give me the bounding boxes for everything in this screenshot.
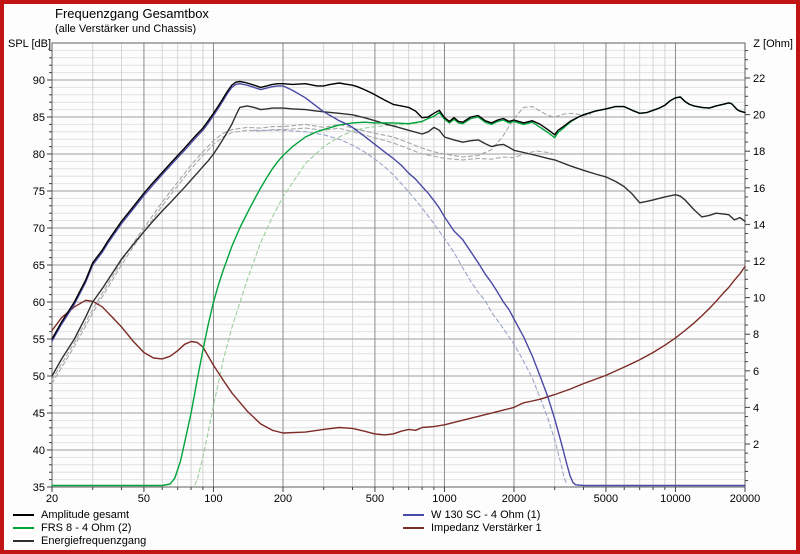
page-title: Frequenzgang Gesamtbox xyxy=(55,6,209,21)
legend-line-w130 xyxy=(403,514,424,516)
series-dashed-green xyxy=(194,121,423,486)
freq-tick-label: 2000 xyxy=(502,493,526,505)
legend-label: Amplitude gesamt xyxy=(41,509,130,521)
legend-line-frs8 xyxy=(13,527,34,529)
z-tick-label: 16 xyxy=(753,183,765,195)
legend-item-impedanz: Impedanz Verstärker 1 xyxy=(403,522,542,534)
freq-tick-label: 20000 xyxy=(730,493,761,505)
spl-tick-label: 45 xyxy=(33,408,45,420)
freq-tick-label: 1000 xyxy=(432,493,456,505)
left-axis-caption: SPL [dB] xyxy=(8,38,52,50)
spl-tick-label: 80 xyxy=(33,149,45,161)
right-axis-caption: Z [Ohm] xyxy=(753,38,793,50)
freq-tick-label: 100 xyxy=(204,493,222,505)
spl-tick-label: 55 xyxy=(33,334,45,346)
series-dashed-gray-1 xyxy=(51,106,592,381)
spl-tick-label: 65 xyxy=(33,260,45,272)
series-w-130-sc-4-ohm-1 xyxy=(51,82,746,487)
z-tick-label: 2 xyxy=(753,439,759,451)
z-tick-label: 6 xyxy=(753,366,759,378)
legend-line-amplitude xyxy=(13,514,34,516)
series-amplitude-gesamt xyxy=(51,80,746,340)
spl-tick-label: 75 xyxy=(33,186,45,198)
freq-tick-label: 10000 xyxy=(660,493,691,505)
legend-label: W 130 SC - 4 Ohm (1) xyxy=(431,509,541,521)
axis-tick-labels: 35 40 45 50 55 60 65 70 75 80 85 90 2 4 6 8 10 12 14 16 18 20… xyxy=(33,73,766,505)
freq-tick-label: 500 xyxy=(366,493,384,505)
axis-ticks xyxy=(47,49,750,492)
spl-tick-label: 90 xyxy=(33,75,45,87)
z-tick-label: 18 xyxy=(753,146,765,158)
z-tick-label: 22 xyxy=(753,73,765,85)
legend-item-energiefrequenzgang: Energiefrequenzgang xyxy=(13,535,146,547)
legend-label: Energiefrequenzgang xyxy=(41,535,147,547)
freq-tick-label: 200 xyxy=(274,493,292,505)
spl-tick-label: 40 xyxy=(33,445,45,457)
grid-major xyxy=(52,43,745,487)
z-tick-label: 8 xyxy=(753,329,759,341)
z-tick-label: 14 xyxy=(753,219,765,231)
series-dashed-blue xyxy=(253,129,568,486)
legend-item-w130sc: W 130 SC - 4 Ohm (1) xyxy=(403,509,540,521)
spl-tick-label: 70 xyxy=(33,223,45,235)
legend-item-frs8: FRS 8 - 4 Ohm (2) xyxy=(13,522,131,534)
spl-tick-label: 60 xyxy=(33,297,45,309)
legend-line-energie xyxy=(13,540,34,542)
page-subtitle: (alle Verstärker und Chassis) xyxy=(55,23,197,35)
freq-tick-label: 20 xyxy=(46,493,58,505)
series-frs-8-4-ohm-2 xyxy=(51,96,746,487)
z-tick-label: 4 xyxy=(753,402,759,414)
spl-tick-label: 35 xyxy=(33,482,45,494)
freq-tick-label: 50 xyxy=(138,493,150,505)
spl-tick-label: 50 xyxy=(33,371,45,383)
z-tick-label: 10 xyxy=(753,293,765,305)
legend-line-impedanz xyxy=(403,527,424,529)
freq-tick-label: 5000 xyxy=(594,493,618,505)
z-tick-label: 12 xyxy=(753,256,765,268)
legend-item-amplitude-gesamt: Amplitude gesamt xyxy=(13,509,129,521)
z-tick-label: 20 xyxy=(753,110,765,122)
series-energiefrequenzgang xyxy=(51,105,746,377)
series-impedanz-verst-rker-1 xyxy=(51,265,746,436)
chart-series xyxy=(51,80,746,487)
spl-tick-label: 85 xyxy=(33,112,45,124)
legend-label: Impedanz Verstärker 1 xyxy=(431,522,542,534)
legend-label: FRS 8 - 4 Ohm (2) xyxy=(41,522,132,534)
